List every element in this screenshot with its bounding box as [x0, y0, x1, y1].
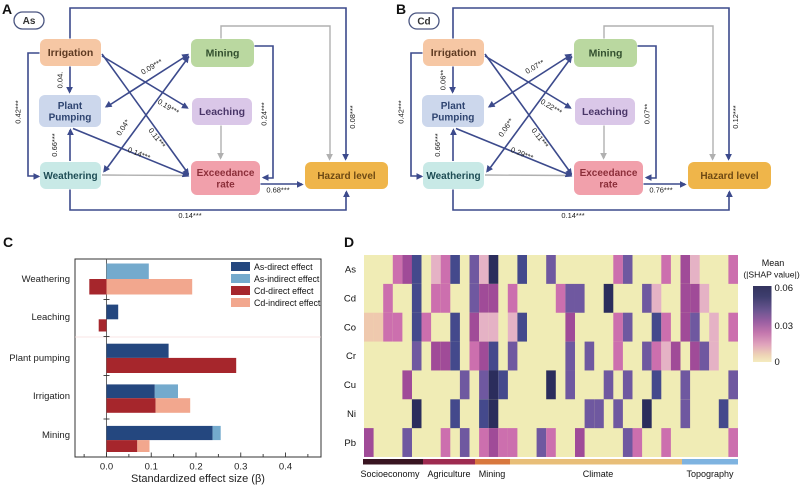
svg-text:0.08***: 0.08***	[348, 105, 357, 128]
svg-text:0.24***: 0.24***	[260, 102, 269, 125]
svg-text:Plant: Plant	[58, 101, 83, 112]
svg-text:Irrigation: Irrigation	[33, 391, 70, 402]
svg-text:Cd: Cd	[344, 293, 356, 304]
svg-text:A: A	[2, 1, 12, 17]
svg-text:0.68***: 0.68***	[266, 186, 289, 195]
svg-text:0.12***: 0.12***	[731, 105, 740, 128]
svg-text:Ni: Ni	[347, 409, 356, 420]
svg-text:Plant: Plant	[441, 101, 466, 112]
svg-text:Cu: Cu	[344, 380, 356, 391]
svg-text:Weathering: Weathering	[43, 171, 97, 182]
svg-text:Hazard level: Hazard level	[317, 171, 376, 182]
svg-text:Mean: Mean	[762, 258, 785, 268]
svg-text:Weathering: Weathering	[22, 274, 70, 285]
svg-text:Cr: Cr	[346, 351, 356, 362]
svg-text:Exceedance: Exceedance	[197, 168, 255, 179]
svg-text:0.3: 0.3	[234, 462, 247, 473]
svg-text:Cd: Cd	[417, 17, 430, 28]
svg-text:Cd-direct effect: Cd-direct effect	[254, 286, 314, 296]
svg-text:0.06**: 0.06**	[439, 70, 448, 91]
svg-text:Topography: Topography	[686, 469, 734, 479]
svg-text:Irrigation: Irrigation	[48, 47, 94, 59]
svg-text:Mining: Mining	[206, 48, 240, 60]
svg-text:Leaching: Leaching	[582, 106, 628, 118]
svg-text:Pb: Pb	[344, 438, 356, 449]
svg-text:(|SHAP value|): (|SHAP value|)	[743, 270, 800, 280]
svg-text:Plant pumping: Plant pumping	[9, 353, 70, 364]
svg-text:Weathering: Weathering	[426, 171, 480, 182]
svg-text:0.1: 0.1	[145, 462, 158, 473]
svg-text:Co: Co	[344, 322, 356, 333]
svg-text:D: D	[344, 234, 354, 250]
svg-text:0.66***: 0.66***	[50, 133, 59, 156]
svg-text:C: C	[3, 234, 13, 250]
svg-text:0.04.: 0.04.	[56, 72, 65, 89]
svg-text:As: As	[23, 16, 36, 27]
svg-text:0: 0	[775, 357, 780, 368]
svg-text:0.0: 0.0	[100, 462, 113, 473]
svg-text:As-direct effect: As-direct effect	[254, 262, 313, 272]
svg-text:0.14***: 0.14***	[178, 211, 201, 220]
svg-text:0.2: 0.2	[189, 462, 202, 473]
svg-text:Mining: Mining	[589, 48, 623, 60]
svg-text:0.42***: 0.42***	[14, 100, 23, 123]
svg-text:Leaching: Leaching	[199, 106, 245, 118]
svg-text:Pumping: Pumping	[432, 112, 475, 123]
svg-text:Standardized effect size (β): Standardized effect size (β)	[131, 473, 265, 485]
svg-text:0.06: 0.06	[775, 283, 794, 294]
svg-text:Pumping: Pumping	[49, 112, 92, 123]
svg-text:Cd-indirect effect: Cd-indirect effect	[254, 298, 321, 308]
svg-text:Leaching: Leaching	[31, 312, 70, 323]
svg-text:As-indirect effect: As-indirect effect	[254, 274, 320, 284]
svg-text:0.76***: 0.76***	[649, 186, 672, 195]
svg-text:0.14***: 0.14***	[561, 211, 584, 220]
svg-text:Socioeconomy: Socioeconomy	[360, 469, 420, 479]
svg-text:rate: rate	[599, 179, 618, 190]
svg-text:rate: rate	[216, 179, 235, 190]
svg-text:Hazard level: Hazard level	[700, 171, 759, 182]
svg-text:Exceedance: Exceedance	[580, 168, 638, 179]
svg-text:0.42***: 0.42***	[397, 100, 406, 123]
svg-text:Mining: Mining	[42, 430, 70, 441]
svg-text:As: As	[345, 265, 356, 276]
svg-text:Climate: Climate	[583, 469, 614, 479]
svg-text:0.03: 0.03	[775, 321, 794, 332]
svg-text:Irrigation: Irrigation	[431, 47, 477, 59]
svg-text:Agriculture: Agriculture	[427, 469, 470, 479]
svg-text:0.66***: 0.66***	[433, 133, 442, 156]
svg-text:0.07**: 0.07**	[643, 104, 652, 125]
svg-text:0.4: 0.4	[279, 462, 292, 473]
svg-text:B: B	[396, 1, 406, 17]
svg-text:Mining: Mining	[479, 469, 506, 479]
